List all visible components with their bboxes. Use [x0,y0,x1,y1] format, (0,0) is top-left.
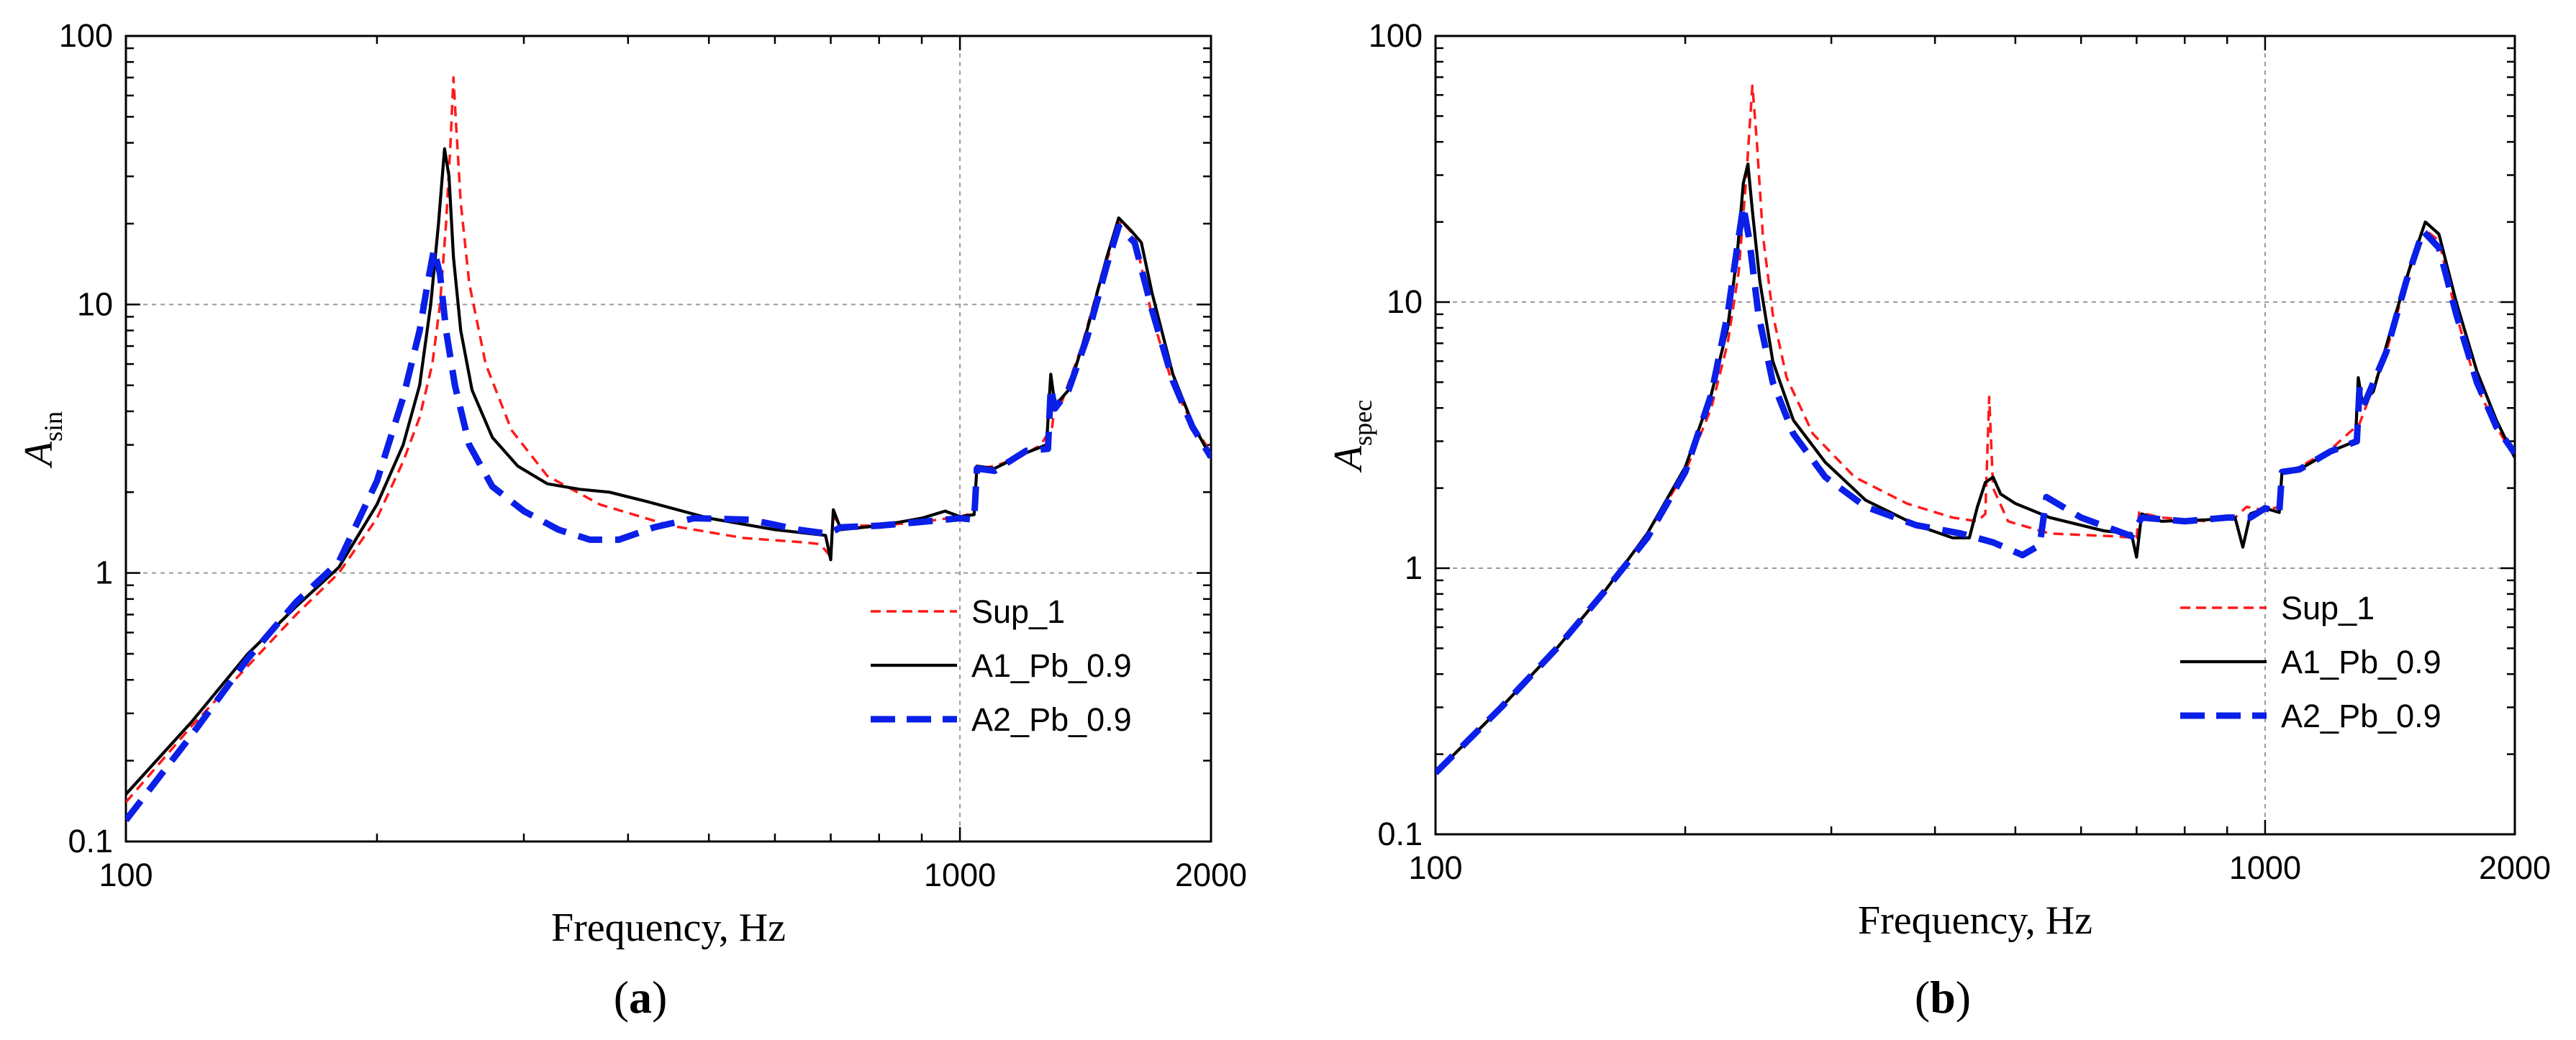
x-tick-label: 1000 [2229,849,2301,886]
series-line-a2-pb-0-9 [1436,202,2515,775]
plot-area-frame [1434,35,2516,836]
panel-label: (b) [1915,972,1971,1023]
panel-label-letter: a [629,972,652,1023]
chart-panel-a: 0.1 1 10 100 100 1000 2000 Sup_1 A1_Pb_0.9 A2_Pb_… [17,17,1247,1023]
x-axis-title: Frequency, Hz [1858,898,2092,943]
series-line-a2-pb-0-9 [126,223,1211,823]
panel-label-letter: b [1930,972,1956,1023]
legend: Sup_1 A1_Pb_0.9 A2_Pb_0.9 [871,593,1132,738]
y-tick-label: 10 [1387,283,1423,320]
x-tick-label: 100 [99,857,153,893]
y-axis-title: Aspec [1326,400,1377,473]
x-tick-label: 1000 [924,857,996,893]
x-tick-label: 2000 [2479,849,2551,886]
series-line-a1-pb-0-9 [1436,163,2515,775]
legend-label: Sup_1 [2281,590,2375,626]
x-tick-label: 2000 [1175,857,1247,893]
chart-panel-b: 0.1 1 10 100 100 1000 2000 Sup_1 A1_Pb_0.9 A2_Pb_… [1326,17,2551,1023]
y-tick-label: 100 [59,17,113,54]
y-tick-label: 0.1 [68,823,113,859]
y-axis-title-subscript: spec [1348,400,1377,446]
y-axis-title-main: A [1326,445,1371,473]
x-axis-title: Frequency, Hz [551,906,786,950]
legend-label: A2_Pb_0.9 [971,701,1132,738]
panel-label-open: ( [614,972,629,1023]
x-tick-label: 100 [1408,849,1462,886]
series-line-a1-pb-0-9 [126,147,1211,795]
y-axis-title-main: A [17,441,61,469]
legend: Sup_1 A1_Pb_0.9 A2_Pb_0.9 [2180,590,2441,734]
panel-label-close: ) [652,972,667,1023]
panel-label: (a) [614,972,668,1023]
y-tick-label: 0.1 [1377,816,1423,852]
plot-area-frame [124,35,1212,843]
series-group [126,76,1211,823]
y-tick-label: 1 [95,555,113,591]
series-line-sup-1 [126,76,1211,803]
series-group [1436,84,2515,775]
y-axis-title: Asin [17,411,68,469]
panel-label-close: ) [1956,972,1971,1023]
legend-label: A1_Pb_0.9 [2281,644,2441,680]
legend-label: Sup_1 [971,593,1065,630]
y-tick-label: 100 [1369,17,1423,54]
y-axis-title-subscript: sin [39,411,68,442]
legend-label: A2_Pb_0.9 [2281,698,2441,734]
panel-label-open: ( [1915,972,1930,1023]
y-tick-label: 10 [77,286,113,322]
y-tick-label: 1 [1405,549,1423,586]
legend-label: A1_Pb_0.9 [971,647,1132,684]
